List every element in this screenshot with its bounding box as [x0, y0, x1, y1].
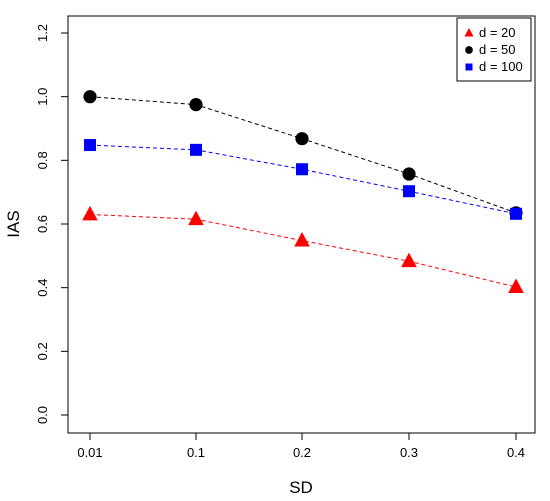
data-point	[294, 231, 310, 247]
data-point	[83, 90, 97, 104]
legend-item: d = 20	[464, 25, 516, 40]
x-tick-label: 0.4	[507, 445, 525, 460]
x-axis-title: SD	[289, 478, 313, 497]
series-line	[89, 96, 517, 214]
y-tick-label: 1.2	[35, 24, 50, 42]
data-point	[188, 210, 204, 226]
y-tick-label: 0.4	[35, 279, 50, 297]
legend-label: d = 50	[479, 42, 516, 57]
series-d-20	[82, 205, 524, 293]
y-axis-title: IAS	[4, 210, 23, 237]
data-point	[296, 163, 308, 176]
legend-marker	[464, 27, 474, 37]
x-axis: 0.01 0.1 0.2 0.3 0.4	[77, 432, 525, 460]
data-point	[84, 139, 96, 152]
y-axis: 0.0 0.2 0.4 0.6 0.8 1.0 1.2	[35, 24, 69, 424]
x-tick-label: 0.1	[187, 445, 205, 460]
data-point	[401, 252, 417, 268]
legend-label: d = 100	[479, 59, 523, 74]
y-tick-label: 1.0	[35, 88, 50, 106]
y-tick-label: 0.8	[35, 151, 50, 169]
series-d-50	[83, 90, 523, 220]
data-point	[508, 278, 524, 293]
legend-item: d = 50	[465, 42, 516, 57]
y-tick-label: 0.2	[35, 342, 50, 360]
series-line	[89, 144, 517, 215]
series-line	[89, 213, 517, 288]
y-tick-label: 0.6	[35, 215, 50, 233]
legend-label: d = 20	[479, 25, 516, 40]
x-tick-label: 0.3	[400, 445, 418, 460]
data-point	[402, 167, 416, 181]
data-point	[403, 185, 415, 198]
y-tick-label: 0.0	[35, 406, 50, 424]
x-tick-label: 0.01	[77, 445, 102, 460]
data-point	[510, 207, 522, 220]
legend-marker	[465, 63, 473, 71]
series-layer	[82, 90, 524, 293]
legend-marker	[465, 46, 473, 54]
x-tick-label: 0.2	[293, 445, 311, 460]
legend: d = 20 d = 50 d = 100	[456, 17, 532, 82]
legend-item: d = 100	[465, 59, 523, 74]
data-point	[189, 98, 203, 112]
data-point	[190, 143, 202, 156]
data-point	[295, 132, 309, 146]
data-point	[82, 205, 98, 221]
series-d-100	[84, 139, 522, 220]
